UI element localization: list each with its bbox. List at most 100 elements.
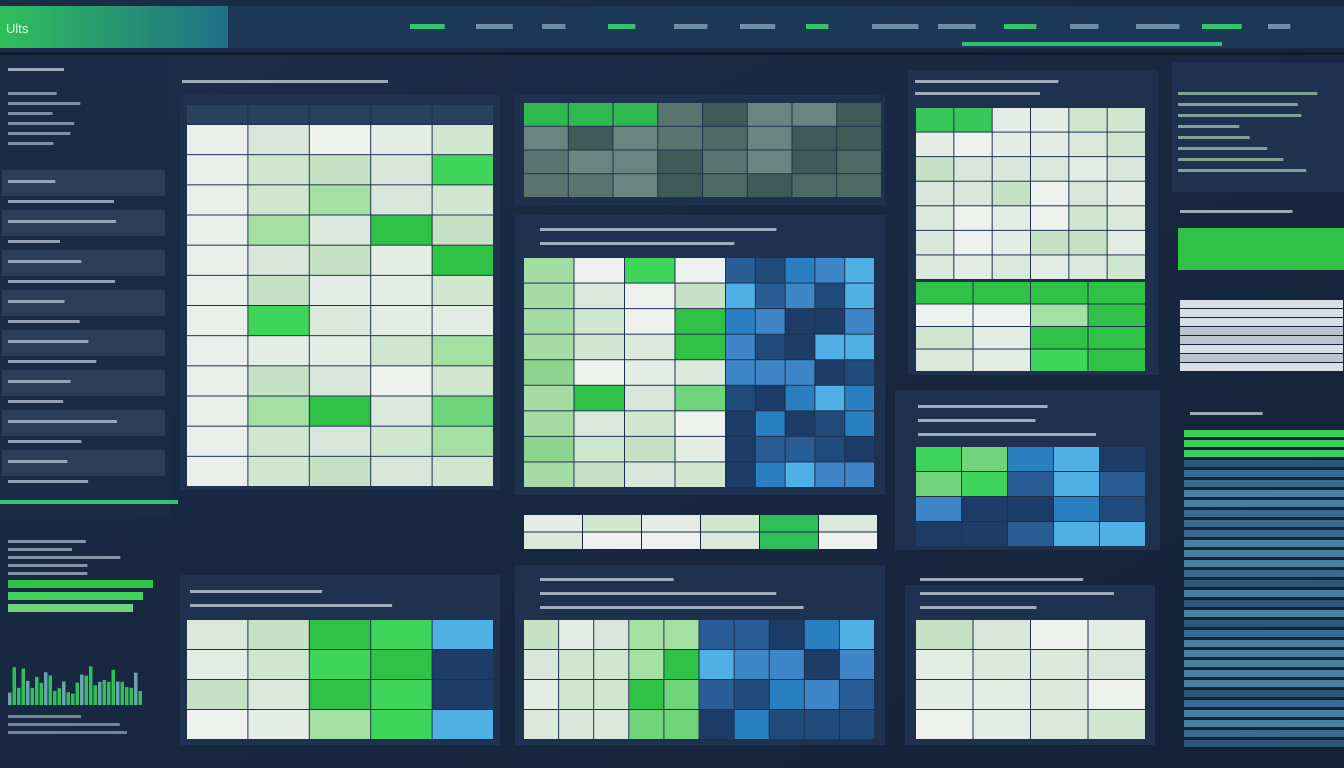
cell [613,150,658,174]
progress [8,592,143,600]
cell [524,334,574,360]
cell [574,462,624,487]
cell [992,230,1030,255]
text-line [918,419,1036,422]
cell [1069,108,1107,132]
cell [432,650,493,679]
mini-bar [102,680,106,705]
cell [248,650,309,679]
cell [845,411,874,436]
cell [371,155,432,185]
list-row [1184,550,1344,557]
cell [726,309,755,334]
cell [524,309,574,334]
cell [701,515,759,532]
cell [1180,300,1343,308]
cell [574,283,624,309]
cell [1031,230,1069,255]
cell [815,258,845,283]
text-line [918,433,1097,436]
cell [819,515,877,532]
cell [785,411,815,436]
cell [845,385,874,411]
cell [726,360,755,385]
cell [675,462,725,487]
cell [992,132,1030,157]
cell [954,108,992,132]
cell [792,126,837,150]
cell [658,126,702,150]
cell [432,125,493,155]
mini-bar [71,693,75,705]
cell [703,150,747,174]
cell [1088,710,1145,739]
cell [187,215,248,245]
text-line [190,604,393,607]
cell [973,282,1030,304]
cell [1031,108,1069,132]
cell [248,680,309,709]
cell [568,174,613,197]
list-row [1184,670,1344,677]
cell [916,680,973,709]
cell [187,245,248,275]
cell [1180,309,1343,317]
mini-bar [93,685,97,705]
list-row [1184,510,1344,517]
text-line [540,578,674,581]
cell [1008,447,1053,471]
cell [916,304,973,326]
cell [432,245,493,275]
cell [1031,620,1088,649]
cell [371,426,432,456]
cell [845,309,874,334]
cell [747,103,792,126]
cell [837,103,881,126]
cell [675,360,725,385]
cell [1069,255,1107,279]
cell [1031,181,1069,206]
cell [1008,472,1053,496]
cell [371,710,432,739]
cell [309,105,371,124]
list-row [1184,600,1344,607]
list-row [1184,690,1344,697]
cell [625,334,675,360]
cell [371,275,432,305]
cell [992,108,1030,132]
cell [747,174,792,197]
cell [432,336,493,366]
cell [309,155,371,185]
toolbar-item [608,24,636,29]
mini-bar [44,672,48,705]
cell [962,447,1007,471]
text-line [8,564,88,567]
cell [187,426,248,456]
cell [248,105,309,124]
text-line [182,80,389,83]
cell [962,472,1007,496]
cell [432,366,493,396]
cell [559,650,594,679]
cell [524,150,568,174]
mini-bar [107,681,111,705]
cell [248,396,309,426]
cell [248,215,309,245]
cell [1069,181,1107,206]
cell [1107,108,1145,132]
cell [248,306,309,336]
cell [815,436,845,462]
cell [760,532,818,549]
cell [309,306,371,336]
text-line [8,142,54,145]
cell [432,426,493,456]
cell [1054,472,1099,496]
cell [1107,181,1145,206]
cell [309,396,371,426]
cell [845,334,874,360]
cell [371,366,432,396]
cell [839,620,874,649]
cell [839,710,874,739]
cell [804,710,839,739]
cell [248,155,309,185]
